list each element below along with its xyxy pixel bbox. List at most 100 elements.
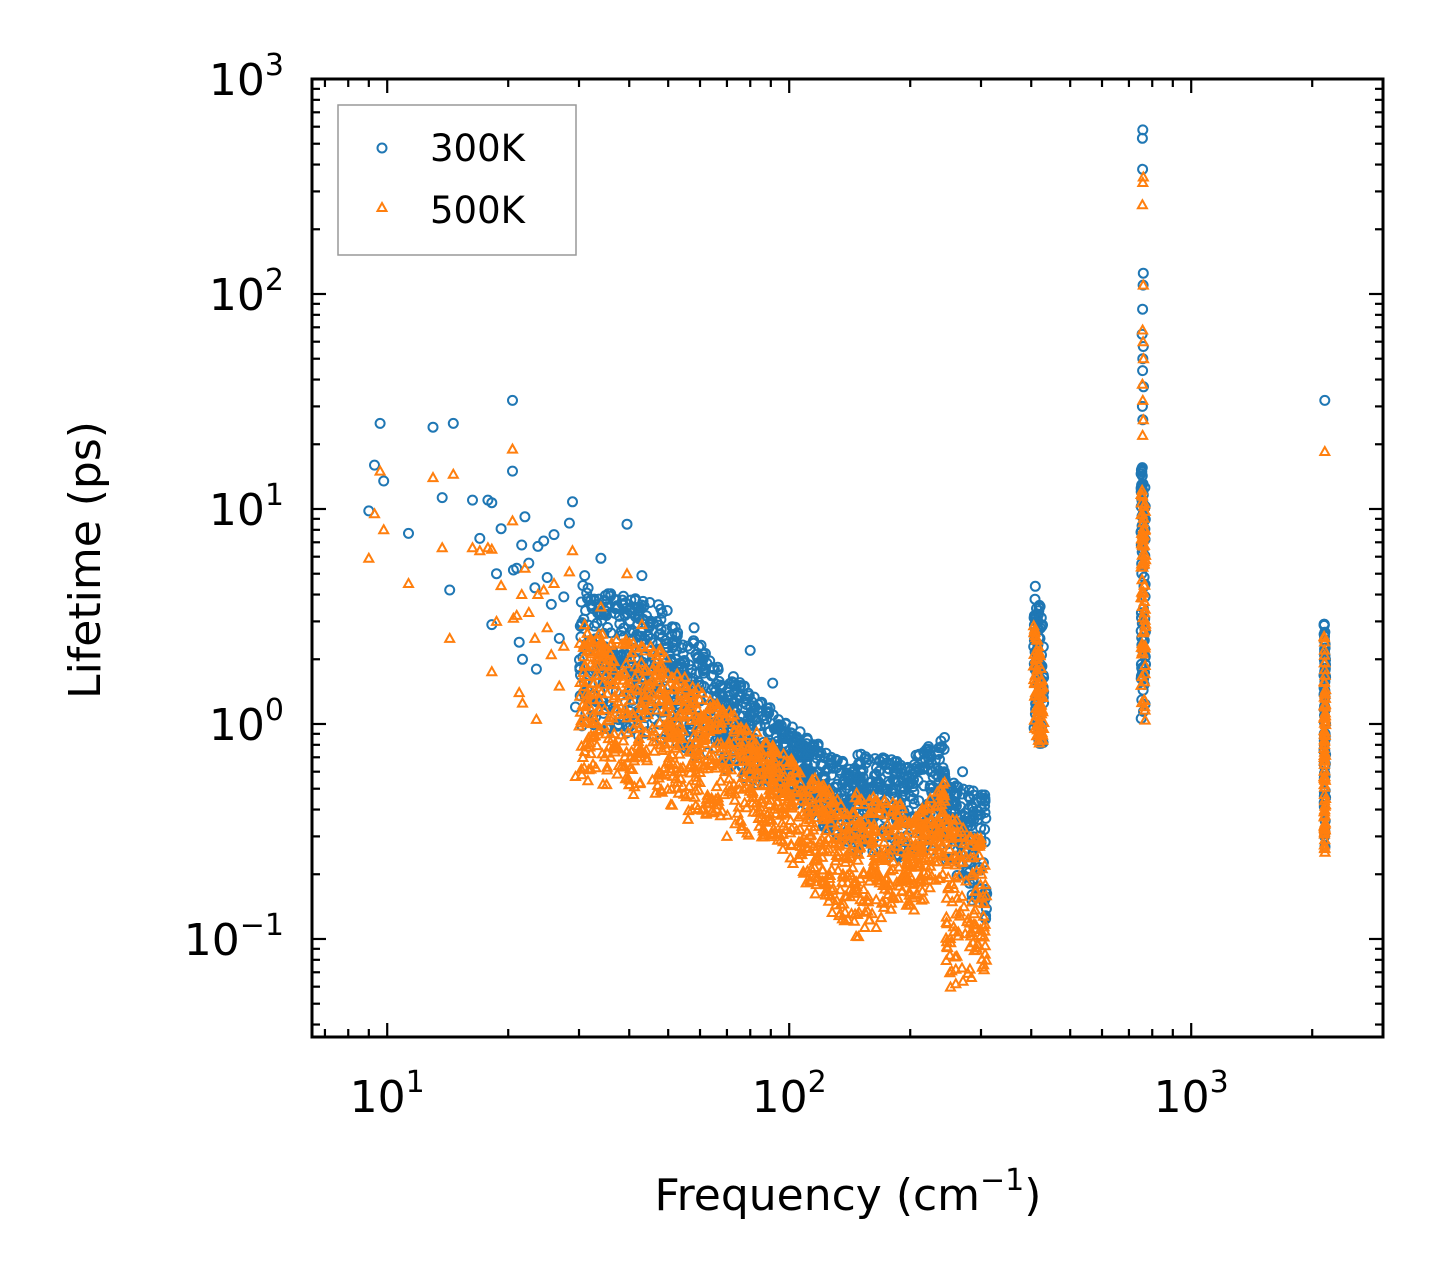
data-point-500k-band [891,840,904,852]
data-point-500k-band [886,892,900,904]
data-point-500k-band [969,922,983,934]
data-point-500k-band [1139,620,1152,632]
data-point-300k-band [652,599,664,611]
data-point-500k-band [723,737,737,749]
data-point-500k-band [592,702,605,714]
data-point-500k-band [848,914,861,926]
data-point-500k-band [975,867,988,879]
data-point-300k-band [883,776,894,787]
data-point-500k-band [793,766,807,778]
data-point-500k-band [856,825,870,837]
data-point-500k-band [694,758,708,770]
data-point-500k-band [978,897,991,909]
data-point-500k-band [633,776,647,788]
data-point-500k-band [734,728,747,740]
data-point-500k-band [749,762,762,774]
data-point-500k-band [940,953,953,965]
data-point-300k-band [645,615,657,627]
data-point-500k-band [852,930,865,942]
data-point-300k-band [665,653,677,665]
data-point-500k-band [573,689,587,701]
data-point-500k-band [606,731,619,743]
data-point-500k-band [840,808,854,820]
data-point-500k-band [1033,736,1046,748]
data-point-300k-band [803,766,815,778]
data-point-500k-band [936,867,949,879]
data-point-300k [545,598,557,610]
data-point-300k [767,677,779,689]
data-point-500k-band [598,750,611,762]
data-point-300k-band [632,714,644,725]
data-point-500k-band [727,708,741,720]
data-point-500k-band [592,724,605,736]
data-point-500k-band [831,863,845,875]
data-point-500k-band [644,695,658,707]
y-tick-label: 102 [209,263,284,321]
data-point-500k-band [723,754,736,766]
data-point-500k-band [944,980,957,992]
data-point-500k-band [635,656,648,668]
data-point-500k-band [964,929,978,941]
data-point-300k-band [975,802,987,814]
data-point-500k-band [815,833,829,845]
data-point-500k-band [672,721,686,733]
data-point-500k-band [904,870,917,882]
data-point-500k-band [852,905,866,917]
data-point-500k-band [958,927,972,939]
data-point-500k-band [668,737,682,749]
data-point-500k-band [701,788,714,800]
data-point-300k-band [968,789,980,801]
data-point-500k-band [693,693,706,705]
data-point-500k-band [586,635,600,647]
data-point-500k-band [591,650,604,662]
data-point-500k [377,523,390,535]
data-point-500k-band [845,843,858,855]
data-point-300k [507,394,518,406]
data-point-500k-band [938,775,951,787]
data-point-500k-band [966,866,979,878]
data-point-500k-band [1034,683,1048,695]
data-point-500k-band [965,970,978,982]
data-point-300k [374,417,386,429]
data-point-300k [378,475,390,487]
data-point-500k-band [944,855,957,867]
data-point-500k-band [738,735,751,747]
data-point-500k-band [1138,639,1152,651]
data-point-500k-band [746,796,759,808]
data-point-500k-band [792,810,805,822]
data-point-500k-band [681,703,695,715]
data-point-300k-spike [1137,267,1149,279]
data-point-500k-band [671,709,684,721]
data-point-300k-band [876,784,888,795]
data-point-500k-band [1317,724,1331,736]
data-point-500k-band [1318,817,1332,829]
data-point-500k-band [785,799,798,811]
data-point-300k-band [1029,580,1041,592]
data-point-500k-band [963,838,977,850]
data-point-500k-band [736,754,750,766]
data-point-500k-band [848,806,861,818]
data-point-300k-band [1034,601,1046,613]
data-point-500k-band [946,812,959,824]
data-point-500k-band [626,762,639,774]
data-point-500k-band [579,669,593,681]
data-point-500k-band [882,887,895,899]
data-point-500k [466,541,479,553]
data-point-500k-band [785,822,799,834]
data-point-500k-band [718,761,731,773]
data-point-300k-band [600,608,612,620]
data-point-500k-band [585,717,599,729]
data-point-500k-band [756,822,770,834]
data-point-500k-band [815,780,829,792]
data-point-500k-band [626,707,640,719]
data-point-300k-band [682,640,694,652]
data-point-300k-band [577,580,589,591]
data-point-500k-band [915,801,929,813]
data-point-300k-band [913,795,925,807]
data-point-500k-band [691,682,705,694]
data-point-300k [595,552,607,564]
data-point-500k-band [972,848,986,860]
data-point-500k-band [623,676,636,688]
data-point-500k-band [977,963,991,975]
data-point-500k-band [636,673,650,685]
